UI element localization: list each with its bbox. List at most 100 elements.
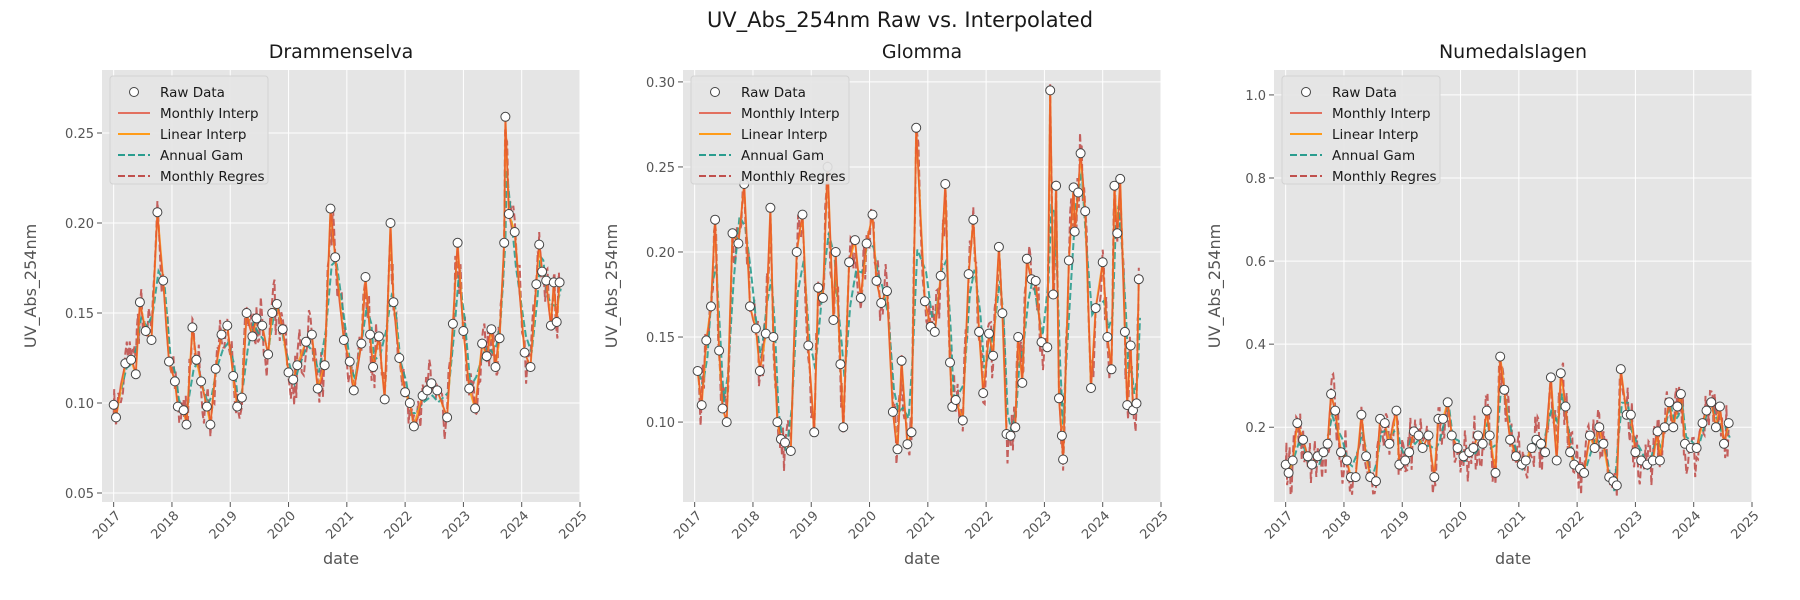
raw-data-point [1490, 467, 1501, 478]
x-tick-label: 2017 [671, 509, 705, 543]
subplot-title: Drammenselva [269, 41, 414, 63]
raw-data-point [241, 308, 252, 318]
raw-data-point [519, 347, 530, 358]
x-tick-label: 2022 [963, 509, 997, 543]
raw-data-point [1520, 455, 1531, 466]
raw-data-point [772, 417, 783, 428]
raw-data-point [470, 403, 481, 414]
raw-data-point [499, 237, 510, 248]
raw-data-point [1042, 342, 1053, 353]
raw-data-point [706, 301, 716, 312]
raw-data-point [1659, 422, 1670, 433]
raw-data-point [1404, 447, 1415, 458]
raw-data-point [896, 355, 907, 366]
raw-data-point [940, 179, 951, 189]
series-group [692, 83, 1144, 471]
raw-data-point [126, 354, 137, 365]
raw-data-point [882, 286, 892, 297]
x-axis-label: date [904, 549, 940, 568]
raw-data-point [902, 439, 913, 450]
raw-data-point [1473, 430, 1483, 441]
raw-data-point [692, 366, 703, 376]
raw-data-point [319, 360, 330, 371]
series-group [108, 111, 565, 440]
raw-data-point [306, 329, 317, 340]
x-tick-label: 2020 [265, 509, 299, 543]
raw-data-point [1112, 228, 1123, 239]
raw-data-point [551, 317, 562, 327]
raw-data-point [830, 247, 841, 257]
raw-data-point [365, 329, 376, 340]
raw-data-point [210, 363, 221, 374]
legend-label: Raw Data [160, 85, 225, 101]
legend-label: Raw Data [1332, 85, 1397, 101]
raw-data-point [1446, 430, 1457, 441]
raw-data-point [791, 247, 802, 257]
raw-data-point [1429, 472, 1440, 483]
legend-label: Monthly Regres [1332, 169, 1437, 185]
raw-data-point [929, 326, 940, 337]
legend-label: Linear Interp [160, 127, 247, 143]
x-tick-label: 2023 [1612, 509, 1646, 543]
raw-data-point [978, 388, 989, 399]
x-tick-label: 2023 [440, 509, 474, 543]
raw-data-point [1048, 289, 1059, 300]
raw-data-point [1691, 443, 1702, 453]
raw-data-point [1350, 472, 1361, 483]
raw-data-point [867, 209, 878, 220]
raw-data-point [394, 353, 405, 363]
raw-data-point [108, 399, 119, 410]
raw-data-point [745, 301, 755, 312]
raw-data-point [1336, 447, 1346, 458]
raw-data-point [312, 383, 323, 394]
raw-data-point [447, 318, 458, 329]
raw-data-point [997, 308, 1008, 319]
raw-data-point [768, 332, 779, 342]
raw-data-point [531, 279, 542, 290]
raw-data-point [828, 315, 839, 325]
legend-marker-raw [129, 87, 139, 97]
raw-data-point [838, 422, 849, 433]
raw-data-point [1484, 430, 1495, 441]
raw-data-point [1630, 447, 1641, 458]
y-tick-label: 0.20 [646, 246, 675, 261]
raw-data-point [974, 326, 985, 337]
raw-data-point [1499, 384, 1510, 395]
raw-data-point [373, 331, 384, 342]
raw-data-point [1706, 397, 1717, 408]
raw-data-point [134, 297, 145, 308]
raw-data-point [486, 324, 497, 335]
raw-data-point [152, 207, 163, 218]
legend-label: Monthly Interp [1332, 106, 1431, 122]
raw-data-point [871, 275, 882, 286]
raw-data-point [1654, 455, 1665, 466]
raw-data-point [1133, 274, 1144, 285]
raw-data-point [187, 322, 198, 333]
raw-data-point [338, 335, 349, 345]
raw-data-point [919, 296, 930, 307]
legend-marker-raw [1301, 87, 1311, 97]
x-axis-label: date [323, 549, 359, 568]
legend-label: Linear Interp [1332, 127, 1419, 143]
raw-data-point [1505, 434, 1516, 445]
raw-data-point [1400, 455, 1411, 466]
x-tick-label: 2025 [557, 509, 591, 543]
raw-data-point [1106, 364, 1117, 375]
x-tick-label: 2025 [1729, 509, 1763, 543]
raw-data-point [911, 122, 922, 133]
raw-data-point [1287, 455, 1298, 466]
raw-data-point [500, 111, 511, 122]
raw-data-point [1306, 459, 1317, 470]
series-monthly-interp [1285, 356, 1730, 486]
raw-data-point [1090, 303, 1101, 314]
raw-data-point [1109, 180, 1120, 191]
raw-data-point [1119, 326, 1130, 337]
raw-data-point [861, 238, 872, 249]
y-tick-label: 0.05 [65, 487, 94, 502]
raw-data-point [876, 298, 887, 308]
raw-data-point [426, 378, 437, 389]
legend-label: Linear Interp [741, 127, 828, 143]
raw-data-point [1318, 447, 1329, 458]
raw-data-point [1555, 368, 1566, 379]
